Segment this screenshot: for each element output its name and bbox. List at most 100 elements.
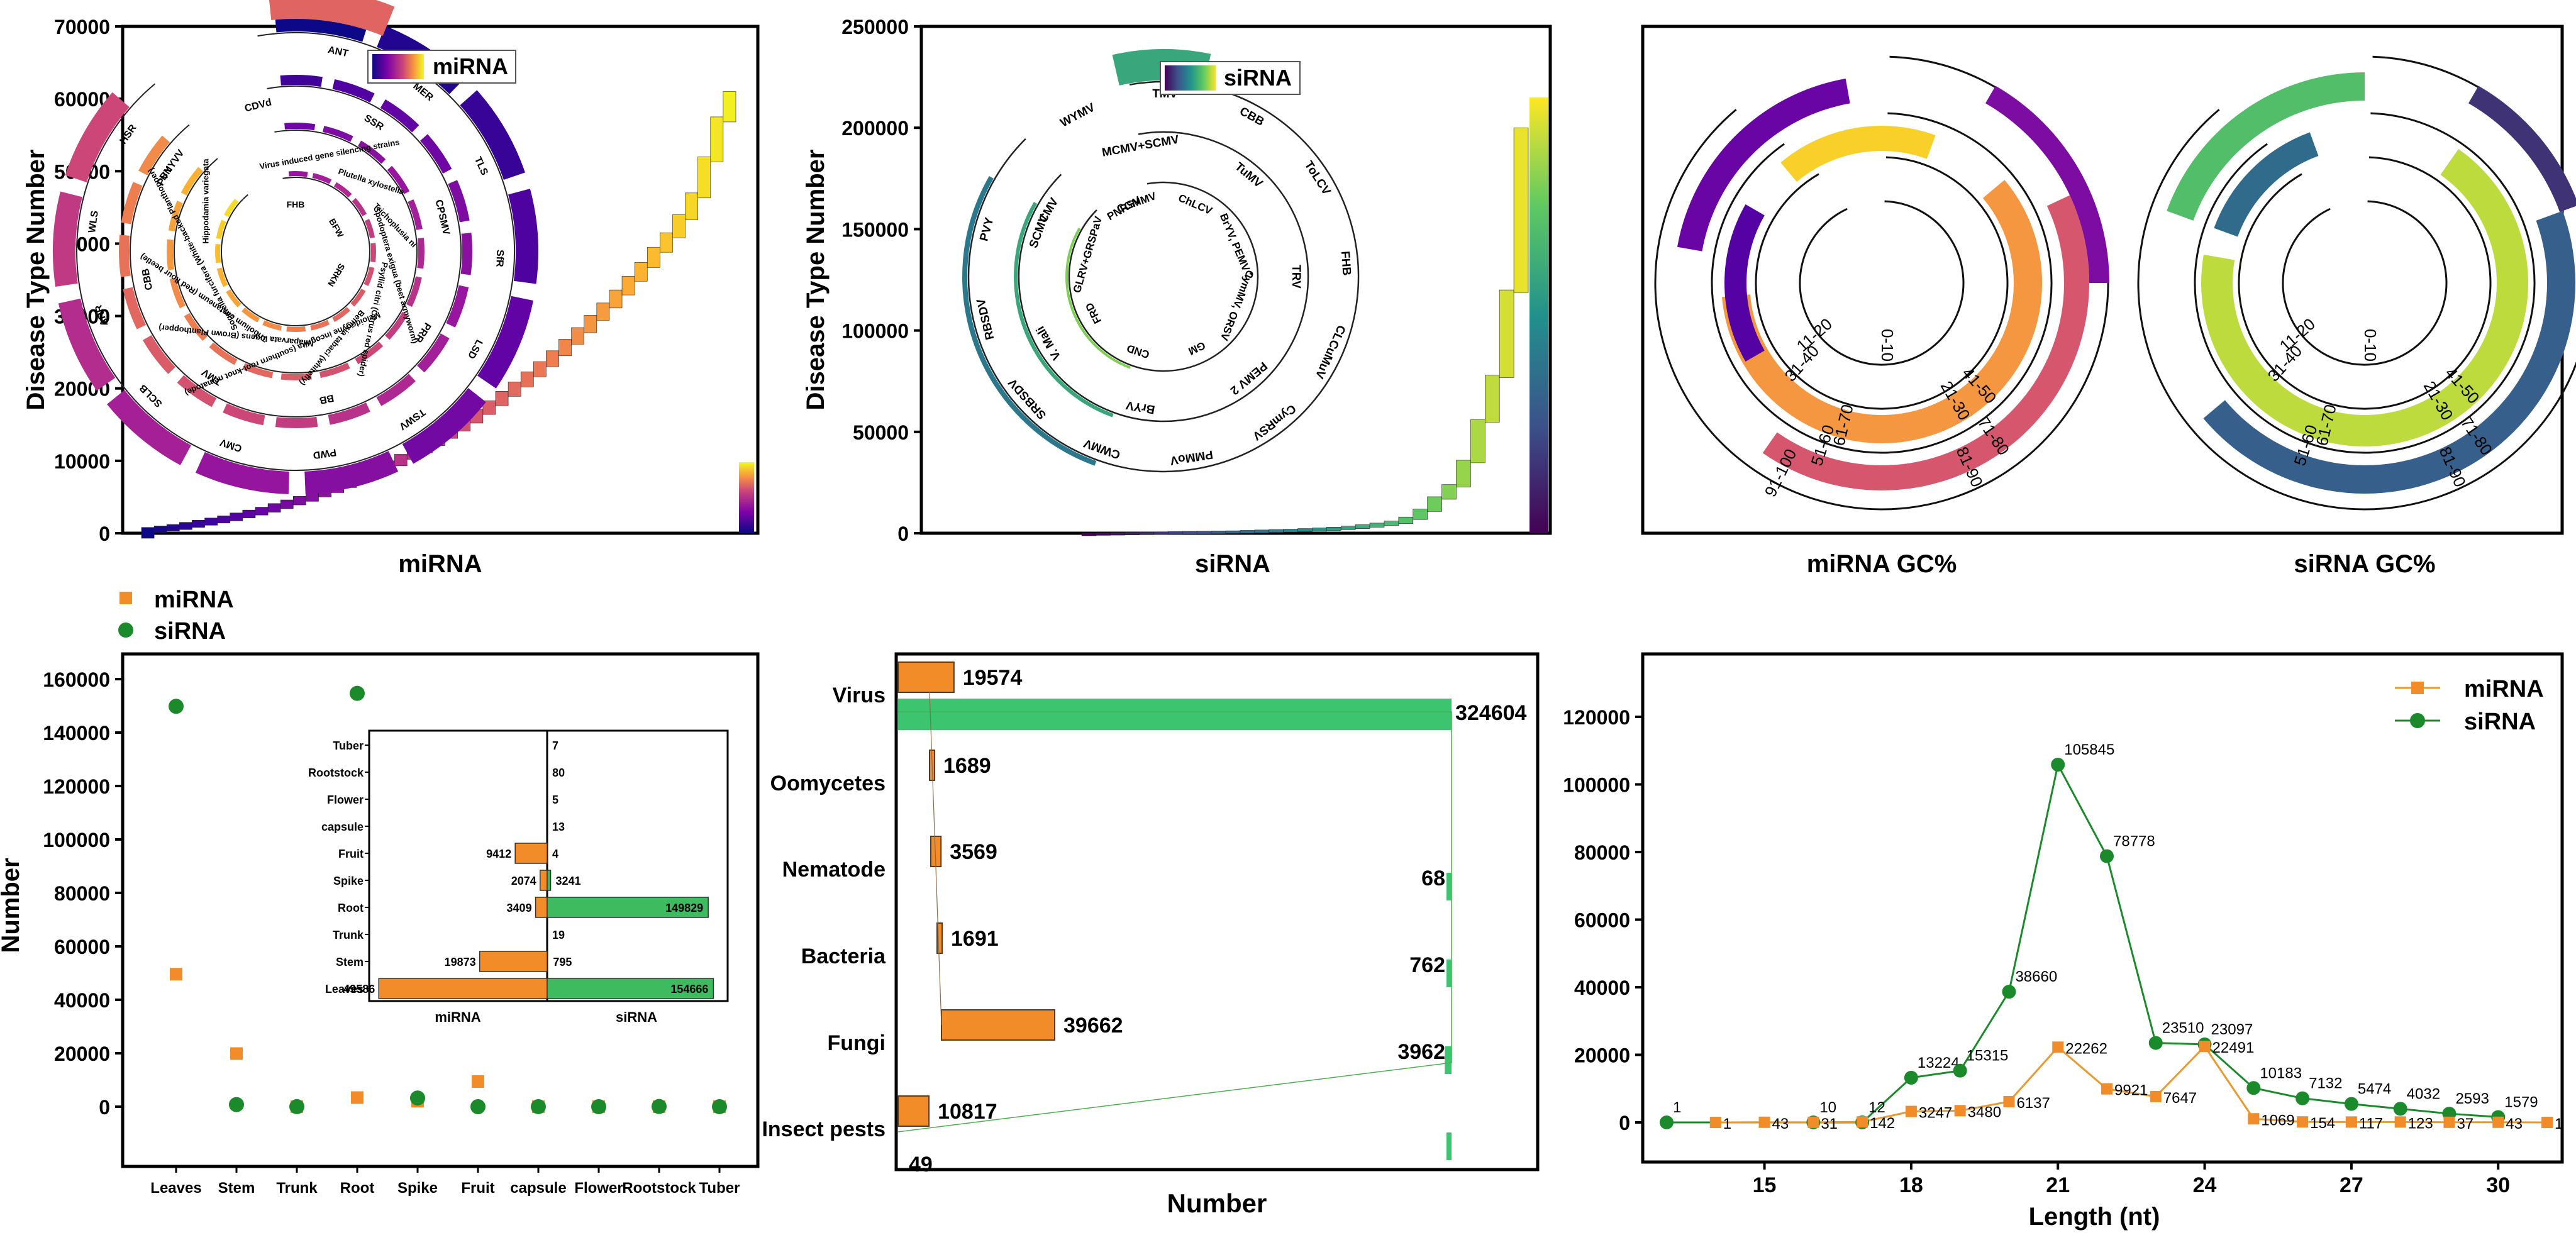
ring-label: CymMV, ORSV: [1218, 268, 1256, 343]
ring-segment: [962, 176, 1097, 466]
ring-label: PVY: [977, 216, 996, 242]
ring-segment: [167, 239, 175, 270]
y-axis-label: Disease Type Number: [22, 150, 50, 411]
ring-segment: [406, 276, 422, 307]
legend: siRNA: [1160, 61, 1301, 95]
bar: [1269, 529, 1284, 533]
ring-label: TRV: [1289, 265, 1302, 289]
ring-segment: [1985, 86, 2109, 283]
ring-segment: [223, 403, 265, 426]
point-mirna: [1758, 1116, 1770, 1128]
bar-sirna: [1446, 873, 1452, 900]
ring-segment: [269, 0, 395, 36]
bar: [1283, 529, 1298, 533]
ring-segment: [52, 191, 82, 287]
y-tick-label: 120000: [1563, 706, 1630, 729]
bar: [1470, 419, 1485, 463]
ring-segment: [216, 267, 228, 287]
point-mirna: [2248, 1113, 2260, 1125]
ring-segment: [387, 165, 410, 194]
bar: [621, 275, 635, 296]
bar: [217, 516, 231, 524]
x-tick-label: Spike: [397, 1180, 438, 1197]
bar: [723, 91, 736, 123]
ring-segment: [275, 416, 318, 428]
data-label-sirna: 13224: [1918, 1055, 1960, 1071]
x-tick-label: capsule: [510, 1180, 566, 1197]
ring-segment: [177, 375, 217, 407]
gc-bin-label: 0-10: [1878, 329, 1897, 362]
inset-tissue-label: Trunk: [333, 929, 364, 941]
bar: [292, 495, 306, 506]
data-label-mirna: 43: [2506, 1115, 2523, 1132]
scatter-points: [169, 685, 727, 1114]
bar: [697, 156, 711, 199]
point-sirna: [169, 699, 184, 714]
bar-value-mirna: 19574: [963, 666, 1023, 690]
point-mirna: [2541, 1116, 2553, 1128]
bar: [1110, 532, 1126, 536]
line-mirna: [1715, 1044, 2548, 1124]
inset-bar-chart: miRNA siRNA Tuber 7 Rootstock 80 Flower 5 caps…: [308, 729, 729, 1025]
point-sirna: [712, 1099, 727, 1114]
bar-value-sirna: 3962: [1397, 1040, 1445, 1064]
data-label-mirna: 22491: [2212, 1039, 2255, 1056]
ring-segment: [215, 243, 221, 263]
legend: miRNA siRNA: [2395, 676, 2544, 735]
ring-segment: [2468, 86, 2576, 213]
ring-axis: [1711, 112, 2053, 454]
bar: [546, 350, 559, 367]
inset-value-mirna: 9412: [486, 848, 511, 860]
ring-label: Sogatella furcifera (White-backed Planth…: [146, 167, 240, 332]
point-mirna: [2345, 1116, 2357, 1128]
point-sirna: [229, 1097, 244, 1112]
data-label-sirna: 1: [1673, 1099, 1681, 1116]
x-tick-label: Flower: [574, 1180, 623, 1197]
ring-segment: [460, 233, 472, 275]
bar: [1398, 516, 1414, 524]
inset-bar-mirna: [535, 897, 548, 918]
ring-segment: [460, 90, 525, 180]
ring-label: PEMV 2: [1228, 359, 1270, 397]
y-tick-label: 140000: [43, 722, 110, 745]
ring-segment: [2203, 211, 2575, 494]
y-tick-label: 20000: [54, 1043, 110, 1065]
data-label-sirna: 12: [1868, 1099, 1885, 1116]
inset-tissue-label: Stem: [336, 956, 364, 968]
inset-value-mirna: 19873: [445, 956, 476, 968]
ring-segment: [1014, 202, 1114, 418]
ring-segment: [195, 451, 289, 494]
legend-marker-sirna: [2410, 713, 2425, 728]
bar-value-mirna: 1689: [943, 754, 991, 778]
y-axis-label: Disease Type Number: [802, 150, 830, 411]
ring-segment: [364, 219, 375, 238]
ring-label: GM: [1187, 339, 1208, 357]
data-label-mirna: 1069: [2261, 1112, 2294, 1129]
ring-segment: [323, 126, 353, 142]
y-tick-label: 250000: [841, 16, 909, 38]
ring-segment: [242, 363, 274, 379]
ring-label: ChLCV: [1177, 192, 1214, 217]
inset-value-mirna: 2074: [511, 875, 536, 887]
ring-segment: [262, 320, 282, 331]
point-mirna: [1709, 1116, 1721, 1128]
x-tick-label: Tuber: [699, 1180, 740, 1197]
inset-bar-mirna: [479, 951, 548, 972]
bar-series: [1081, 127, 1529, 536]
y-axis-ticks: 0 20000 40000 60000 80000 100000 120000 140000 1…: [43, 668, 123, 1119]
ring-label: Meloidogyne incognita (southern root-kno…: [184, 310, 382, 397]
bar: [1182, 531, 1197, 534]
inset-value-sirna: 154666: [670, 983, 708, 995]
ring-segment: [350, 288, 366, 307]
ring-segment: [312, 173, 332, 184]
bar: [1484, 375, 1500, 423]
ring-segment: [226, 289, 242, 307]
ring-segment: [242, 307, 260, 323]
mirna-gc-label: miRNA GC%: [1807, 550, 1957, 578]
ring-label: ToLCV: [1302, 158, 1333, 197]
x-tick-label: Leaves: [150, 1180, 201, 1197]
bar: [1124, 532, 1140, 536]
y-tick-label: 120000: [43, 775, 110, 798]
bar: [1513, 127, 1529, 293]
bar: [1355, 524, 1370, 529]
